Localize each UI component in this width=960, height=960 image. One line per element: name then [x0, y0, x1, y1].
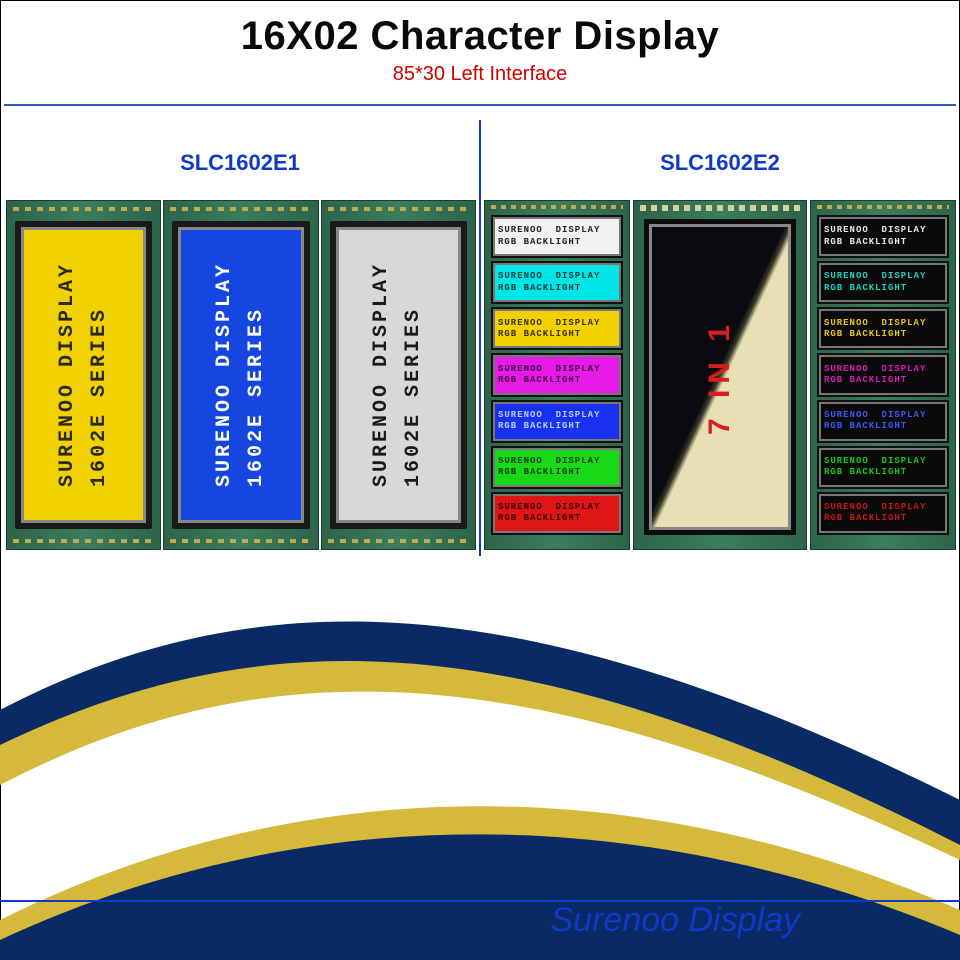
rgb-mini-lcd: SURENOO DISPLAY RGB BACKLIGHT: [491, 215, 623, 258]
lcd-screen: SURENOO DISPLAY 1602E SERIES: [15, 221, 152, 529]
brand-label: Surenoo Display: [551, 901, 800, 940]
rgb-mini-lcd: SURENOO DISPLAY RGB BACKLIGHT: [817, 307, 949, 350]
lcd-text: SURENOO DISPLAY 1602E SERIES: [366, 262, 430, 487]
divider-horizontal: [4, 104, 956, 106]
center-lcd: 7 IN 1: [644, 219, 796, 535]
rgb-mini-lcd: SURENOO DISPLAY RGB BACKLIGHT: [817, 446, 949, 489]
rgb-mini-lcd: SURENOO DISPLAY RGB BACKLIGHT: [817, 492, 949, 535]
rgb-mini-lcd: SURENOO DISPLAY RGB BACKLIGHT: [817, 353, 949, 396]
rgb-mini-lcd: SURENOO DISPLAY RGB BACKLIGHT: [817, 400, 949, 443]
lcd-text: SURENOO DISPLAY 1602E SERIES: [209, 262, 273, 487]
header: 16X02 Character Display 85*30 Left Inter…: [0, 0, 960, 104]
page-title: 16X02 Character Display: [0, 0, 960, 59]
rgb-mini-lcd: SURENOO DISPLAY RGB BACKLIGHT: [491, 400, 623, 443]
right-panel: SURENOO DISPLAY RGB BACKLIGHTSURENOO DIS…: [484, 200, 956, 550]
pcb-module: SURENOO DISPLAY 1602E SERIES: [6, 200, 161, 550]
left-section-label: SLC1602E1: [0, 150, 480, 176]
center-column: 7 IN 1: [633, 200, 807, 550]
rgb-mini-lcd: SURENOO DISPLAY RGB BACKLIGHT: [491, 446, 623, 489]
rgb-column-positive: SURENOO DISPLAY RGB BACKLIGHTSURENOO DIS…: [484, 200, 630, 550]
lcd-screen: SURENOO DISPLAY 1602E SERIES: [330, 221, 467, 529]
rgb-mini-lcd: SURENOO DISPLAY RGB BACKLIGHT: [491, 353, 623, 396]
rgb-mini-lcd: SURENOO DISPLAY RGB BACKLIGHT: [491, 492, 623, 535]
pcb-module: SURENOO DISPLAY 1602E SERIES: [321, 200, 476, 550]
page-subtitle: 85*30 Left Interface: [0, 63, 960, 86]
divider-vertical: [479, 120, 481, 556]
seven-in-one-label: 7 IN 1: [703, 319, 737, 435]
brand-divider: [0, 900, 960, 902]
right-section-label: SLC1602E2: [480, 150, 960, 176]
lcd-text: SURENOO DISPLAY 1602E SERIES: [52, 262, 116, 487]
lcd-screen: SURENOO DISPLAY 1602E SERIES: [172, 221, 309, 529]
rgb-column-negative: SURENOO DISPLAY RGB BACKLIGHTSURENOO DIS…: [810, 200, 956, 550]
rgb-mini-lcd: SURENOO DISPLAY RGB BACKLIGHT: [491, 307, 623, 350]
rgb-mini-lcd: SURENOO DISPLAY RGB BACKLIGHT: [817, 215, 949, 258]
rgb-mini-lcd: SURENOO DISPLAY RGB BACKLIGHT: [491, 261, 623, 304]
left-panel: SURENOO DISPLAY 1602E SERIES SURENOO DISP…: [6, 200, 476, 550]
rgb-mini-lcd: SURENOO DISPLAY RGB BACKLIGHT: [817, 261, 949, 304]
pcb-module: SURENOO DISPLAY 1602E SERIES: [163, 200, 318, 550]
